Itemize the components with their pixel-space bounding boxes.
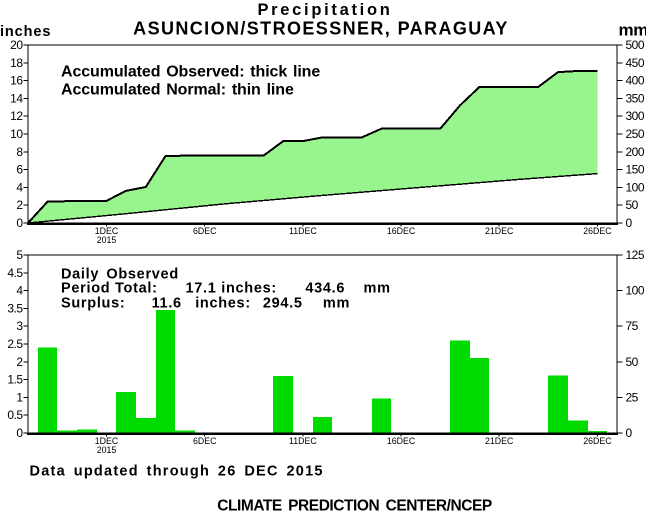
svg-text:450: 450 bbox=[626, 56, 645, 70]
svg-text:Accumulated Normal: thin line: Accumulated Normal: thin line bbox=[61, 82, 294, 99]
svg-text:125: 125 bbox=[626, 248, 645, 262]
svg-text:400: 400 bbox=[626, 74, 645, 88]
svg-text:25: 25 bbox=[626, 390, 639, 404]
svg-text:350: 350 bbox=[626, 91, 645, 105]
svg-text:100: 100 bbox=[626, 284, 645, 298]
svg-text:500: 500 bbox=[626, 38, 645, 52]
svg-text:0: 0 bbox=[16, 426, 23, 440]
svg-text:1DEC: 1DEC bbox=[95, 436, 119, 446]
svg-text:inches:: inches: bbox=[195, 296, 251, 312]
svg-text:434.6: 434.6 bbox=[305, 281, 345, 297]
svg-text:4: 4 bbox=[16, 284, 23, 298]
svg-text:11DEC: 11DEC bbox=[289, 226, 317, 236]
svg-text:CLIMATE PREDICTION CENTER/NCEP: CLIMATE PREDICTION CENTER/NCEP bbox=[217, 498, 492, 515]
svg-text:0: 0 bbox=[626, 216, 633, 230]
svg-text:Data updated through 26 DEC 20: Data updated through 26 DEC 2015 bbox=[30, 464, 324, 480]
svg-text:2015: 2015 bbox=[97, 445, 117, 455]
svg-text:17.1 inches:: 17.1 inches: bbox=[186, 281, 277, 297]
svg-text:1: 1 bbox=[16, 390, 23, 404]
svg-text:2.5: 2.5 bbox=[7, 337, 23, 351]
svg-text:mm: mm bbox=[619, 21, 646, 40]
svg-text:0: 0 bbox=[16, 216, 23, 230]
svg-text:8: 8 bbox=[16, 145, 23, 159]
svg-text:1DEC: 1DEC bbox=[95, 226, 119, 236]
svg-text:mm: mm bbox=[364, 281, 391, 297]
svg-text:14: 14 bbox=[10, 91, 23, 105]
svg-text:200: 200 bbox=[626, 145, 645, 159]
svg-text:2: 2 bbox=[16, 198, 23, 212]
svg-text:5: 5 bbox=[16, 248, 23, 262]
svg-text:4: 4 bbox=[16, 180, 23, 194]
svg-text:20: 20 bbox=[10, 38, 23, 52]
svg-text:150: 150 bbox=[626, 163, 645, 177]
svg-text:0.5: 0.5 bbox=[7, 408, 23, 422]
svg-text:3: 3 bbox=[16, 319, 23, 333]
svg-text:21DEC: 21DEC bbox=[485, 436, 514, 446]
svg-text:inches: inches bbox=[0, 24, 51, 40]
svg-text:16DEC: 16DEC bbox=[387, 226, 416, 236]
svg-text:294.5: 294.5 bbox=[263, 296, 303, 312]
svg-text:mm: mm bbox=[323, 296, 350, 312]
svg-text:26DEC: 26DEC bbox=[583, 226, 612, 236]
svg-text:16DEC: 16DEC bbox=[387, 436, 416, 446]
svg-text:21DEC: 21DEC bbox=[485, 226, 514, 236]
svg-text:Surplus:: Surplus: bbox=[61, 296, 125, 312]
svg-text:4.5: 4.5 bbox=[7, 266, 23, 280]
svg-text:300: 300 bbox=[626, 109, 645, 123]
svg-text:2: 2 bbox=[16, 355, 23, 369]
svg-text:1.5: 1.5 bbox=[7, 373, 23, 387]
svg-text:11DEC: 11DEC bbox=[289, 436, 317, 446]
svg-text:100: 100 bbox=[626, 180, 645, 194]
svg-text:Period Total:: Period Total: bbox=[61, 281, 158, 297]
svg-text:11.6: 11.6 bbox=[152, 296, 182, 312]
svg-text:Accumulated Observed: thick li: Accumulated Observed: thick line bbox=[61, 64, 320, 81]
svg-text:18: 18 bbox=[10, 56, 23, 70]
svg-text:75: 75 bbox=[626, 319, 639, 333]
svg-text:Daily Observed: Daily Observed bbox=[61, 267, 179, 283]
svg-text:50: 50 bbox=[626, 355, 639, 369]
svg-text:2015: 2015 bbox=[97, 235, 117, 245]
svg-text:6: 6 bbox=[16, 163, 23, 177]
svg-text:10: 10 bbox=[10, 127, 23, 141]
svg-text:250: 250 bbox=[626, 127, 645, 141]
svg-text:26DEC: 26DEC bbox=[583, 436, 612, 446]
svg-text:3.5: 3.5 bbox=[7, 301, 23, 315]
svg-text:ASUNCION/STROESSNER, PARAGUAY: ASUNCION/STROESSNER, PARAGUAY bbox=[133, 19, 509, 39]
svg-text:6DEC: 6DEC bbox=[193, 226, 217, 236]
svg-text:50: 50 bbox=[626, 198, 639, 212]
svg-text:16: 16 bbox=[10, 74, 23, 88]
svg-text:Precipitation: Precipitation bbox=[257, 1, 392, 19]
svg-text:0: 0 bbox=[626, 426, 633, 440]
svg-text:12: 12 bbox=[10, 109, 23, 123]
svg-text:6DEC: 6DEC bbox=[193, 436, 217, 446]
